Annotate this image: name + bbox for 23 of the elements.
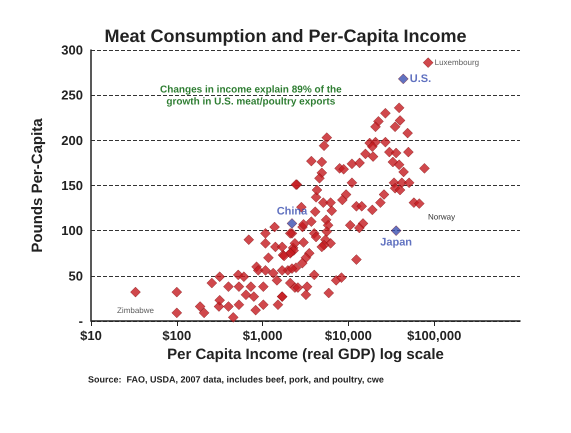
x-axis-title: Per Capita Income (real GDP) log scale xyxy=(167,346,444,363)
y-tick-label: 200 xyxy=(61,132,83,148)
y-tick-label: - xyxy=(78,314,83,328)
annotation: China xyxy=(276,205,308,218)
x-tick-label: $100,000 xyxy=(407,328,462,343)
annotation: Zimbabwe xyxy=(117,306,154,316)
y-axis-title: Pounds Per-Capita xyxy=(29,118,46,253)
annotation: U.S. xyxy=(410,72,432,85)
y-tick-label: 100 xyxy=(61,223,83,238)
annotation: Changes in income explain 89% of the growth in U.S. meat/poultry exports xyxy=(160,84,342,108)
y-tick-label: 300 xyxy=(61,42,83,58)
annotation: Norway xyxy=(428,212,456,222)
annotation: Luxembourg xyxy=(434,58,480,68)
x-tick-label: $1,000 xyxy=(242,328,282,343)
source-note: Source: FAO, USDA, 2007 data, includes beef, pork, and poultry, cwe xyxy=(88,374,384,384)
x-tick-label: $10,000 xyxy=(324,328,372,343)
x-tick-label: $10 xyxy=(80,328,102,343)
chart-title: Meat Consumption and Per-Capita Income xyxy=(104,26,467,46)
x-tick-label: $100 xyxy=(162,328,192,343)
y-tick-label: 250 xyxy=(61,88,83,103)
annotation: Japan xyxy=(380,236,412,249)
y-tick-label: 150 xyxy=(61,178,83,193)
y-tick-label: 50 xyxy=(68,268,83,284)
